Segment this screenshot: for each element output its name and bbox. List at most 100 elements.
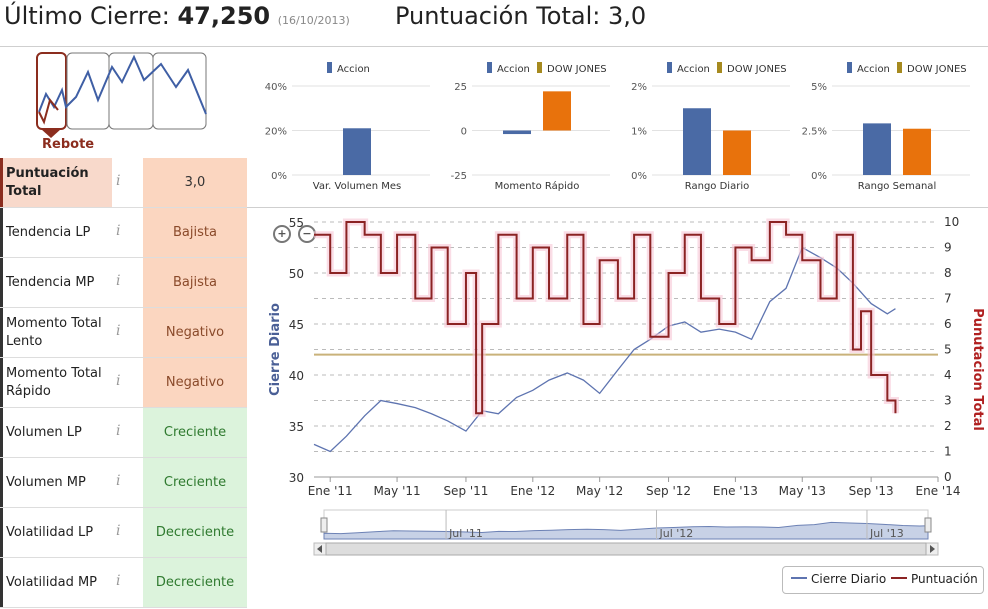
mini-bar[interactable] (503, 130, 531, 135)
indicator-row: Volumen MP i Creciente (0, 458, 247, 508)
indicator-label: Momento Total Rápido (0, 358, 112, 407)
mini-tick-label: 0% (811, 171, 827, 182)
indicator-row: Tendencia LP i Bajista (0, 208, 247, 258)
total-score-heading: Puntuación Total: 3,0 (395, 2, 647, 30)
navigator-handle-left[interactable] (320, 517, 328, 533)
rebote-line (38, 97, 59, 125)
right-tick-label: 3 (944, 394, 952, 408)
pattern-thumbnails (36, 52, 207, 138)
last-close: Último Cierre: 47,250 (16/10/2013) (4, 2, 350, 30)
mini-bar[interactable] (543, 91, 571, 131)
mini-tick-label: 5% (811, 82, 827, 93)
header-bar: Último Cierre: 47,250 (16/10/2013) Puntu… (0, 0, 988, 47)
mini-tick-label: -25 (451, 171, 467, 182)
mini-charts: 40% 20% 0% Accion Var. Volumen Mes 25 0 -25 Acci… (262, 52, 982, 202)
x-tick-label: Sep '11 (443, 484, 488, 498)
scrollbar-thumb[interactable] (325, 542, 927, 556)
navigator-area (323, 521, 929, 540)
mini-tick-label: 0% (271, 171, 287, 182)
mini-tick-label: 2% (631, 82, 647, 93)
mini-tick-label: 2.5% (802, 127, 827, 138)
info-icon[interactable]: i (116, 273, 121, 289)
y2-axis-title: Punutacion Total (970, 308, 985, 431)
left-tick-label: 45 (289, 318, 304, 332)
indicator-label: Puntuación Total (0, 158, 112, 207)
indicator-row: Volatilidad LP i Decreciente (0, 508, 247, 558)
mini-bar[interactable] (723, 130, 751, 176)
right-tick-label: 4 (944, 368, 952, 382)
indicator-value: Bajista (143, 208, 247, 257)
info-icon[interactable]: i (116, 473, 121, 489)
navigator-tick-label: Jul '12 (659, 527, 694, 540)
info-icon[interactable]: i (116, 323, 121, 339)
divider (247, 207, 988, 208)
mini-tick-label: 25 (454, 82, 467, 93)
info-icon[interactable]: i (116, 423, 121, 439)
indicator-row: Momento Total Rápido i Negativo (0, 358, 247, 408)
indicator-row: Momento Total Lento i Negativo (0, 308, 247, 358)
mini-legend-label: DOW JONES (907, 64, 967, 75)
legend-price-label: Cierre Diario (811, 572, 887, 586)
mini-legend-swatch (897, 62, 902, 73)
indicator-label: Tendencia MP (0, 258, 112, 307)
score-series-line[interactable] (314, 221, 897, 415)
mini-bar[interactable] (903, 128, 931, 175)
x-tick-label: Sep '12 (646, 484, 691, 498)
right-tick-label: 7 (944, 292, 952, 306)
legend-score[interactable]: Puntuación (891, 572, 978, 586)
indicator-label: Volumen MP (0, 458, 112, 507)
mini-legend-swatch (717, 62, 722, 73)
scroll-left-icon[interactable] (317, 545, 322, 553)
x-tick-label: Ene '13 (713, 484, 758, 498)
legend-score-label: Puntuación (911, 572, 978, 586)
mini-legend-swatch (667, 62, 672, 73)
navigator-handle-right[interactable] (924, 517, 932, 533)
mini-legend-label: DOW JONES (727, 64, 787, 75)
x-tick-label: Ene '11 (308, 484, 353, 498)
x-tick-label: May '11 (373, 484, 420, 498)
left-tick-label: 40 (289, 369, 304, 383)
mini-legend-swatch (487, 62, 492, 73)
mini-bar[interactable] (683, 108, 711, 175)
legend-score-swatch (891, 577, 907, 579)
mini-bar[interactable] (863, 123, 891, 175)
x-tick-label: Ene '12 (510, 484, 555, 498)
chart-legend: Cierre Diario Puntuación (782, 566, 984, 594)
zoom-in-icon[interactable]: + (273, 225, 291, 243)
legend-price[interactable]: Cierre Diario (791, 572, 886, 586)
right-tick-label: 1 (944, 445, 952, 459)
indicator-value: Decreciente (143, 558, 247, 607)
mini-chart-4: 5% 2.5% 0% Accion DOW JONES Rango Semanal (802, 62, 970, 192)
indicator-row: Puntuación Total i 3,0 (0, 158, 247, 208)
mini-chart-2: 25 0 -25 Accion DOW JONES Momento Rápido (451, 62, 610, 192)
right-tick-label: 5 (944, 343, 952, 357)
info-icon[interactable]: i (116, 573, 121, 589)
right-tick-label: 8 (944, 266, 952, 280)
info-icon[interactable]: i (116, 373, 121, 389)
indicator-label: Volatilidad MP (0, 558, 112, 607)
main-chart: 10 9 8 7 6 5 4 3 2 1 0 55 50 45 40 35 30 Cierre Diario Pun… (262, 212, 986, 572)
info-icon[interactable]: i (116, 173, 121, 189)
mini-tick-label: 1% (631, 127, 647, 138)
mini-bar[interactable] (343, 128, 371, 175)
right-tick-label: 6 (944, 317, 952, 331)
x-tick-label: May '12 (576, 484, 623, 498)
pattern-line (38, 54, 207, 115)
pattern-pointer (41, 129, 61, 138)
mini-charts-svg: 40% 20% 0% Accion Var. Volumen Mes 25 0 -25 Acci… (265, 62, 970, 192)
mini-legend-label: Accion (857, 64, 890, 75)
info-icon[interactable]: i (116, 523, 121, 539)
indicator-row: Volumen LP i Creciente (0, 408, 247, 458)
indicator-row: Volatilidad MP i Decreciente (0, 558, 247, 608)
last-close-date: (16/10/2013) (277, 14, 350, 27)
mini-category-label: Momento Rápido (495, 180, 580, 192)
mini-chart-1: 40% 20% 0% Accion Var. Volumen Mes (265, 62, 430, 192)
scroll-right-icon[interactable] (930, 545, 935, 553)
info-icon[interactable]: i (116, 223, 121, 239)
left-tick-label: 55 (289, 216, 304, 230)
last-close-label: Último Cierre: (4, 2, 170, 30)
mini-legend-swatch (327, 62, 332, 73)
left-tick-label: 35 (289, 420, 304, 434)
indicator-value: Creciente (143, 458, 247, 507)
